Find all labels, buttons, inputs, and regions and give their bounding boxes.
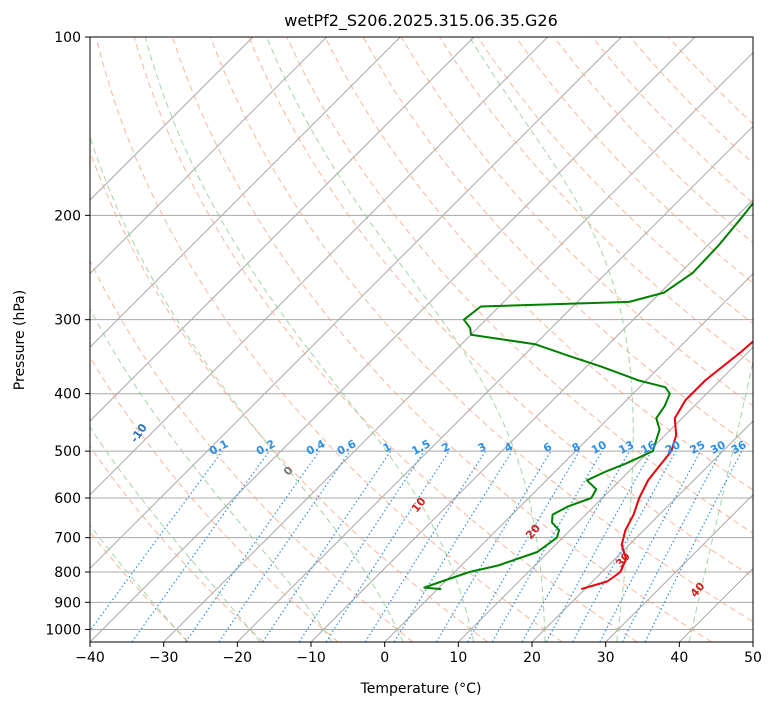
mixing-ratio-line-8 xyxy=(393,450,513,642)
x-tick-label: −10 xyxy=(296,650,326,666)
isotherm-20 xyxy=(531,420,753,642)
y-tick-label: 1000 xyxy=(45,622,81,638)
x-axis: −40 −30 −20 −10 0 10 20 30 40 50 xyxy=(75,642,762,666)
moist-adiabat-20 xyxy=(266,37,546,642)
moist-adiabat-40 xyxy=(688,358,753,642)
mixing-ratio-label: 13 xyxy=(617,438,637,457)
dry-adiabat-130 xyxy=(515,37,753,284)
isotherm-30 xyxy=(605,493,753,642)
dry-adiabat--20 xyxy=(90,445,264,642)
y-tick-label: 500 xyxy=(54,444,81,460)
mixing-ratio-line-13 xyxy=(545,450,653,642)
x-tick-label: 10 xyxy=(449,650,467,666)
mixing-ratio-lines xyxy=(90,450,743,642)
dry-adiabat-70 xyxy=(286,37,753,534)
y-tick-label: 800 xyxy=(54,565,81,581)
dry-adiabat-20 xyxy=(95,37,563,642)
isotherm--90 xyxy=(90,37,328,275)
isotherm--60 xyxy=(90,37,549,496)
mixing-ratio-line-14 xyxy=(572,450,677,642)
y-axis: 100 200 300 400 500 600 700 800 900 1000 xyxy=(45,30,90,638)
isotherm--80 xyxy=(90,37,401,349)
mixing-ratio-line-12 xyxy=(521,450,631,642)
mixing-ratio-label: 16 xyxy=(639,438,659,457)
y-tick-label: 100 xyxy=(54,30,81,46)
isotherm-0 xyxy=(384,272,753,642)
isobar-gridlines xyxy=(90,37,753,630)
x-tick-label: −30 xyxy=(149,650,179,666)
y-tick-label: 400 xyxy=(54,387,81,403)
isotherm--40 xyxy=(90,37,696,642)
mixing-ratio-line-3 xyxy=(218,450,351,642)
x-tick-label: 0 xyxy=(380,650,389,666)
mixing-ratio-line-0 xyxy=(90,450,223,632)
x-axis-title: Temperature (°C) xyxy=(360,681,482,697)
y-tick-label: 200 xyxy=(54,208,81,224)
dewpoint-line xyxy=(423,201,753,591)
x-tick-label: −20 xyxy=(223,650,253,666)
dry-adiabat-0 xyxy=(90,259,414,642)
mixing-ratio-line-2 xyxy=(185,450,320,642)
dry-adiabat-lines xyxy=(90,37,753,642)
y-tick-label: 900 xyxy=(54,595,81,611)
isotherm--100 xyxy=(90,37,254,201)
plot-area: 0.10.20.40.611.52346810131620253036-100-… xyxy=(90,37,753,642)
isotherm--30 xyxy=(163,51,753,642)
dry-adiabat-60 xyxy=(248,37,753,578)
x-tick-label: 30 xyxy=(597,650,615,666)
mixing-ratio-line-5 xyxy=(298,450,425,642)
chart-title: wetPf2_S206.2025.315.06.35.G26 xyxy=(284,11,558,31)
mixing-ratio-line-6 xyxy=(325,450,450,642)
y-tick-label: 600 xyxy=(54,491,81,507)
mixing-ratio-label: 36 xyxy=(729,438,749,457)
dry-adiabat-30 xyxy=(133,37,638,642)
mixing-ratio-label: 25 xyxy=(688,438,708,457)
y-tick-label: 700 xyxy=(54,531,81,547)
mixing-ratio-label: 10 xyxy=(589,438,609,457)
moist-adiabat--10 xyxy=(90,308,333,642)
mixing-ratio-line-1 xyxy=(131,450,270,642)
isotherm-10 xyxy=(457,346,753,642)
dry-adiabat-50 xyxy=(210,37,753,623)
moist-adiabat--20 xyxy=(90,426,261,642)
isotherm--50 xyxy=(90,37,622,570)
dry-adiabat-40 xyxy=(171,37,712,642)
isotherm--20 xyxy=(236,125,753,642)
x-tick-label: 20 xyxy=(523,650,541,666)
mixing-ratio-label: 30 xyxy=(708,438,728,457)
x-tick-label: −40 xyxy=(75,650,105,666)
mixing-ratio-line-4 xyxy=(262,450,392,642)
sounding-series xyxy=(423,201,753,591)
plot-frame xyxy=(89,36,754,643)
isotherm-lines xyxy=(90,37,753,642)
moist-adiabat-10 xyxy=(144,37,475,642)
temperature-line xyxy=(580,340,753,591)
mixing-ratio-label: 20 xyxy=(663,438,683,457)
mixing-ratio-line-17 xyxy=(644,450,743,642)
dry-adiabat-80 xyxy=(324,37,753,491)
moist-adiabat-0 xyxy=(90,135,404,642)
y-axis-title: Pressure (hPa) xyxy=(12,290,28,390)
y-tick-label: 300 xyxy=(54,313,81,329)
dry-adiabat--10 xyxy=(90,356,339,642)
x-tick-label: 50 xyxy=(744,650,762,666)
x-tick-label: 40 xyxy=(670,650,688,666)
isotherm--70 xyxy=(90,37,475,422)
